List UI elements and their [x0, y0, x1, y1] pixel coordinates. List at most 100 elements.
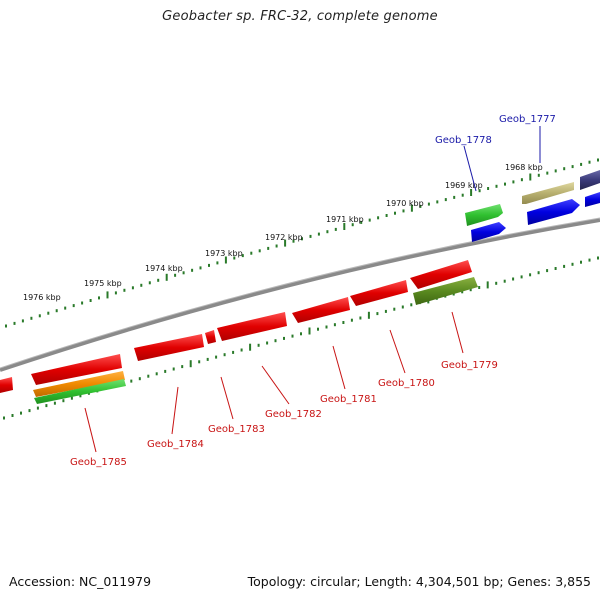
outer-ruler-tick — [309, 234, 312, 238]
gene-label-geob1780[interactable]: Geob_1780 — [378, 378, 435, 389]
inner-ruler-tick — [3, 416, 5, 420]
outer-ruler-tick — [563, 167, 566, 171]
inner-ruler-tick — [597, 256, 599, 260]
gene-green-geob1785 — [34, 379, 126, 404]
inner-ruler-tick — [164, 369, 167, 373]
outer-ruler-tick — [368, 218, 371, 222]
outer-ruler-tick — [21, 319, 24, 323]
outer-ruler-tick — [55, 309, 58, 313]
outer-ruler-tick — [267, 246, 270, 250]
outer-ruler-tick — [64, 306, 67, 310]
gene-label-geob1784[interactable]: Geob_1784 — [147, 439, 204, 450]
outer-ruler-tick — [571, 165, 574, 169]
gene-label-geob1779[interactable]: Geob_1779 — [441, 360, 498, 371]
gene-label-geob1783[interactable]: Geob_1783 — [208, 424, 265, 435]
gene-green-geob1778 — [465, 204, 503, 226]
inner-ruler-tick — [359, 316, 362, 320]
reverse-strand-genes — [0, 260, 478, 404]
inner-ruler-tick — [300, 332, 302, 336]
inner-ruler-tick — [181, 365, 184, 369]
outer-ruler-tick — [250, 251, 253, 255]
outer-ruler-tick — [504, 182, 506, 186]
inner-ruler-tick — [308, 327, 311, 335]
outer-ruler — [5, 158, 599, 328]
outer-ruler-tick — [131, 286, 134, 290]
outer-ruler-tick — [301, 237, 303, 241]
outer-ruler-tick — [597, 158, 599, 162]
gene-navy-partial — [580, 170, 600, 190]
inner-ruler-tick — [478, 286, 481, 289]
inner-ruler-tick — [317, 327, 319, 331]
gene-red-geob1780 — [410, 260, 472, 289]
inner-ruler-tick — [198, 360, 201, 364]
outer-ruler-tick — [351, 223, 354, 227]
outer-ruler-tick — [98, 296, 100, 300]
outer-ruler-tick — [394, 211, 396, 215]
outer-ruler-tick — [140, 283, 143, 287]
inner-ruler-tick — [376, 312, 379, 316]
outer-ruler-tick — [199, 266, 202, 270]
gene-label-geob1778[interactable]: Geob_1778 — [435, 135, 492, 146]
inner-ruler-tick — [138, 377, 141, 381]
genome-summary-text: Topology: circular; Length: 4,304,501 bp… — [247, 574, 591, 589]
inner-ruler-tick — [257, 343, 260, 347]
inner-ruler-tick — [512, 277, 515, 281]
outer-ruler-tick — [427, 202, 430, 206]
outer-ruler-tick — [580, 162, 583, 166]
inner-ruler-tick — [486, 281, 489, 289]
outer-ruler-tick — [114, 291, 117, 295]
outer-ruler-tick — [258, 249, 261, 253]
outer-ruler-tick — [326, 230, 329, 234]
outer-ruler-tick — [47, 311, 50, 315]
inner-ruler-tick — [45, 404, 48, 408]
outer-ruler-tick — [410, 204, 413, 212]
outer-ruler-tick — [317, 232, 320, 236]
inner-ruler-tick — [28, 409, 31, 413]
ruler-label-1972: 1972 kbp — [265, 233, 303, 242]
outer-ruler-tick — [520, 178, 523, 182]
outer-ruler-tick — [334, 227, 337, 231]
outer-ruler-tick — [89, 299, 92, 302]
map-title: Geobacter sp. FRC-32, complete genome — [162, 9, 438, 24]
outer-ruler-tick — [72, 304, 75, 308]
outer-ruler-tick — [182, 271, 185, 275]
inner-ruler-tick — [189, 360, 192, 368]
gene-label-geob1781[interactable]: Geob_1781 — [320, 394, 377, 405]
gene-label-geob1785[interactable]: Geob_1785 — [70, 457, 127, 468]
inner-ruler-tick — [537, 271, 540, 275]
ruler-label-1971: 1971 kbp — [326, 215, 364, 224]
outer-ruler-tick — [292, 239, 295, 243]
gene-label-geob1782[interactable]: Geob_1782 — [265, 409, 322, 420]
inner-ruler-tick — [172, 367, 175, 371]
gene-red-geob1785 — [31, 354, 122, 385]
inner-ruler-tick — [223, 353, 226, 357]
outer-ruler-tick — [487, 187, 490, 190]
outer-ruler-tick — [444, 198, 447, 202]
gene-label-geob1777[interactable]: Geob_1777 — [499, 114, 556, 125]
inner-ruler-tick — [393, 307, 396, 311]
outer-ruler-tick — [233, 256, 236, 260]
outer-ruler-tick — [478, 189, 481, 193]
inner-ruler-tick — [240, 348, 243, 352]
inner-ruler-tick — [62, 399, 65, 403]
inner-ruler-tick — [53, 401, 56, 405]
outer-ruler-tick — [343, 223, 346, 230]
inner-ruler-tick — [215, 355, 218, 359]
outer-ruler-tick — [241, 254, 244, 258]
outer-ruler-tick — [191, 268, 194, 272]
outer-ruler-tick — [537, 173, 540, 177]
inner-ruler-tick — [461, 290, 464, 294]
outer-ruler-tick — [30, 316, 33, 320]
outer-ruler-tick — [453, 195, 456, 199]
inner-ruler-tick — [283, 336, 285, 340]
inner-ruler-tick — [529, 273, 532, 277]
outer-ruler-tick — [495, 184, 498, 188]
outer-ruler-tick — [216, 261, 219, 265]
gene-red-partial-left — [0, 377, 13, 393]
inner-ruler-tick — [79, 394, 82, 398]
ruler-label-1968: 1968 kbp — [505, 163, 543, 172]
inner-ruler-tick — [520, 275, 523, 279]
inner-ruler-tick — [350, 318, 353, 322]
outer-ruler-tick — [284, 239, 287, 247]
